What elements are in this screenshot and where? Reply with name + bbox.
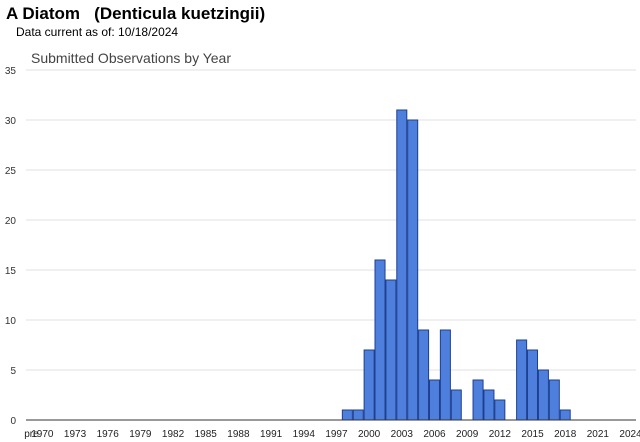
bars [341,109,571,421]
y-tick-label: 10 [5,316,17,327]
bar-2004 [407,119,419,421]
bar-2018 [559,409,571,421]
bar-2005 [418,329,430,421]
x-tick-label: 1985 [195,429,218,440]
bar-1998 [341,409,353,421]
y-tick-label: 0 [10,416,16,427]
x-tick-label: 2012 [489,429,512,440]
bar-2006 [428,379,440,421]
bar-2001 [374,259,386,421]
bar-2002 [385,279,397,421]
x-tick-label: 2024 [619,429,640,440]
x-tick-label: 1988 [227,429,250,440]
bar-2012 [494,399,506,421]
x-tick-label: 2000 [358,429,381,440]
x-tick-label: 1970 [31,429,54,440]
x-tick-label: 1973 [64,429,87,440]
bar-1999 [352,409,364,421]
bar-2015 [527,349,539,421]
x-tick-label: 1982 [162,429,185,440]
y-tick-label: 20 [5,216,17,227]
x-tick-label: 1994 [293,429,316,440]
data-date-subtitle: Data current as of: 10/18/2024 [16,25,179,39]
bar-2007 [439,329,451,421]
bar-2017 [548,379,560,421]
grid-lines [26,69,636,371]
y-axis-ticks: 0 5 10 15 20 25 30 35 [5,66,17,427]
y-tick-label: 30 [5,116,17,127]
x-tick-label: 1997 [325,429,348,440]
chart-title: Submitted Observations by Year [31,50,231,66]
bar-2008 [450,389,462,421]
bar-2011 [483,389,495,421]
x-tick-label: 1991 [260,429,283,440]
y-tick-label: 15 [5,266,17,277]
x-tick-label: 1979 [129,429,152,440]
bar-2010 [472,379,484,421]
x-tick-label: 2003 [391,429,414,440]
y-tick-label: 25 [5,166,17,177]
page-title: A Diatom (Denticula kuetzingii) [6,4,266,23]
x-tick-label: 2018 [554,429,577,440]
x-tick-label: 2006 [423,429,446,440]
x-tick-label: 2021 [587,429,610,440]
bar-2003 [396,109,408,421]
x-tick-label: 2009 [456,429,479,440]
x-tick-label: 1976 [97,429,120,440]
bar-2014 [516,339,528,421]
y-tick-label: 5 [10,366,16,377]
bar-2000 [363,349,375,421]
x-tick-label: pre [24,429,39,440]
x-tick-label: 2015 [521,429,544,440]
bar-2016 [537,369,549,421]
y-tick-label: 35 [5,66,17,77]
